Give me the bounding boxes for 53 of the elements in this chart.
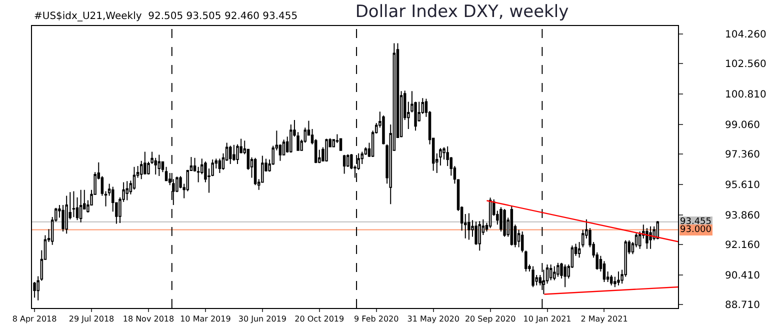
- candlestick: [382, 114, 385, 145]
- y-tick-label: 100.810: [725, 90, 766, 101]
- candlestick: [144, 151, 146, 176]
- candlestick: [72, 190, 76, 218]
- y-tick-label: 95.610: [725, 180, 760, 191]
- x-tick-label: 10 Mar 2019: [180, 314, 231, 324]
- candlestick: [126, 180, 128, 201]
- candlestick: [254, 157, 257, 186]
- candlestick: [646, 228, 648, 250]
- x-tick-label: 9 Feb 2020: [354, 314, 399, 324]
- candlestick: [79, 189, 82, 223]
- chart-title: Dollar Index DXY, weekly: [355, 2, 569, 22]
- y-tick-label: 99.060: [725, 120, 760, 132]
- x-tick-label: 20 Sep 2020: [464, 314, 516, 324]
- candlestick: [549, 264, 552, 281]
- candlestick: [610, 274, 613, 286]
- candlestick: [510, 204, 514, 246]
- candlestick: [290, 124, 292, 154]
- ref-line-label: 93.000: [680, 225, 712, 235]
- candlestick: [232, 144, 236, 162]
- candlestick: [617, 271, 620, 286]
- x-tick-label: 2 May 2021: [580, 314, 628, 324]
- y-tick-label: 88.710: [725, 300, 760, 311]
- candlestick: [564, 264, 566, 288]
- candlestick: [468, 212, 470, 240]
- x-tick-label: 18 Nov 2018: [122, 314, 174, 324]
- candlestick: [503, 208, 506, 238]
- text: #US$idx_U21,Weekly 92.505 93.505 92.460 93.455: [34, 11, 298, 22]
- candlestick: [478, 220, 481, 252]
- x-tick-label: 10 Jan 2021: [523, 314, 572, 324]
- x-tick-label: 30 Jun 2019: [238, 314, 286, 324]
- y-tick-label: 97.360: [725, 150, 760, 161]
- candlestick: [342, 154, 346, 174]
- x-tick-label: 8 Apr 2018: [12, 314, 57, 324]
- candlestick: [158, 154, 161, 176]
- candlestick: [229, 145, 232, 164]
- y-tick-label: 92.160: [725, 240, 760, 251]
- candlestick: [325, 138, 328, 162]
- x-tick-label: 29 Jul 2018: [68, 314, 114, 324]
- candlestick: [164, 166, 168, 182]
- y-tick-label: 93.860: [725, 210, 760, 222]
- y-tick-label: 90.410: [725, 270, 760, 282]
- y-tick-label: 104.260: [725, 30, 766, 41]
- candlestick: [553, 266, 556, 281]
- candlestick: [332, 138, 336, 148]
- y-tick-label: 102.560: [725, 59, 766, 70]
- candlestick: [132, 166, 136, 190]
- x-tick-label: 31 May 2020: [407, 314, 460, 324]
- candlestick: [65, 195, 68, 234]
- candlestick: [556, 262, 560, 278]
- x-tick-label: 20 Oct 2019: [294, 314, 344, 324]
- candlestick: [532, 266, 534, 288]
- candlestick: [339, 138, 342, 152]
